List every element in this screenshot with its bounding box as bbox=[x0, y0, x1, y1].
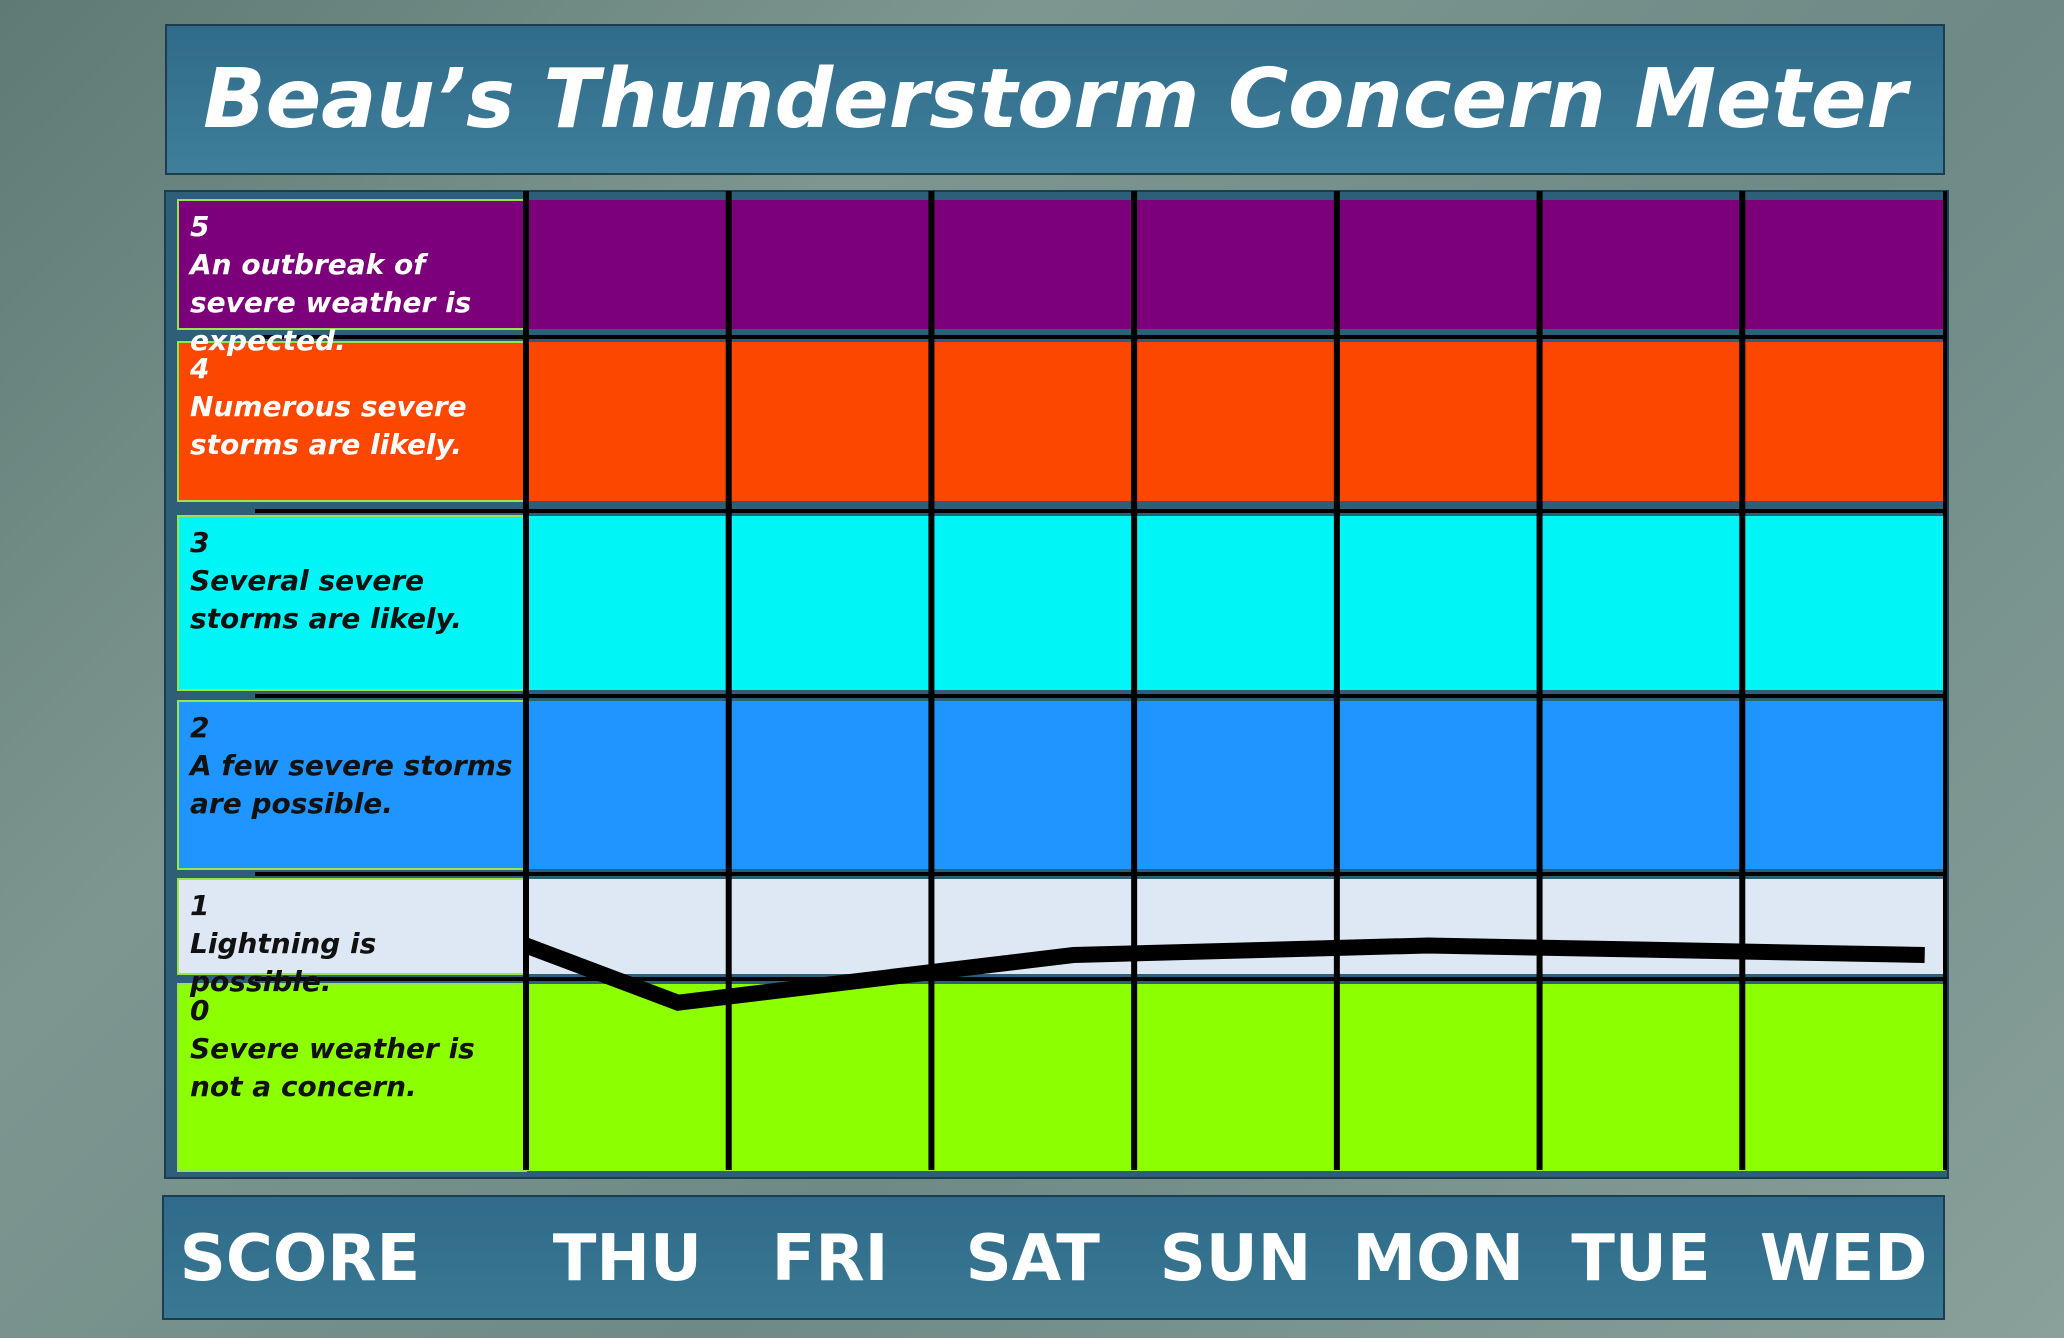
level-band bbox=[526, 516, 1945, 690]
x-tick-label: FRI bbox=[771, 1222, 889, 1296]
x-tick-label: SUN bbox=[1159, 1222, 1312, 1296]
x-tick-label: MON bbox=[1352, 1222, 1525, 1296]
level-band bbox=[526, 879, 1945, 974]
level-score: 5 bbox=[190, 210, 210, 243]
x-tick-label: SAT bbox=[965, 1222, 1100, 1296]
level-description: Several severe storms are likely. bbox=[190, 564, 462, 635]
level-label-cell bbox=[177, 700, 527, 870]
x-tick-label: THU bbox=[552, 1222, 702, 1296]
x-tick-label: WED bbox=[1759, 1222, 1928, 1296]
x-tick-label: TUE bbox=[1571, 1222, 1711, 1296]
level-label-cell bbox=[177, 199, 527, 330]
level-score: 4 bbox=[190, 352, 210, 385]
level-label-cell bbox=[177, 878, 527, 975]
level-description: Lightning is possible. bbox=[190, 927, 377, 998]
level-description: An outbreak of severe weather is expecte… bbox=[190, 248, 472, 357]
level-score: 3 bbox=[190, 526, 210, 559]
level-label-cell bbox=[177, 983, 527, 1172]
level-band bbox=[526, 342, 1945, 501]
score-label: SCORE bbox=[179, 1222, 421, 1296]
level-label-cell bbox=[177, 341, 527, 502]
concern-line bbox=[523, 937, 1925, 1011]
level-description: A few severe storms are possible. bbox=[190, 749, 513, 820]
level-band bbox=[526, 701, 1945, 869]
level-description: Severe weather is not a concern. bbox=[190, 1032, 475, 1103]
level-description: Numerous severe storms are likely. bbox=[190, 390, 467, 461]
chart-title: Beau’s Thunderstorm Concern Meter bbox=[203, 52, 1907, 147]
day-banner bbox=[162, 1195, 1945, 1320]
level-score: 1 bbox=[190, 889, 210, 922]
level-score: 2 bbox=[190, 711, 210, 744]
level-band bbox=[526, 984, 1945, 1171]
level-band bbox=[526, 200, 1945, 329]
title-banner: Beau’s Thunderstorm Concern Meter bbox=[165, 24, 1945, 175]
level-score: 0 bbox=[190, 994, 210, 1027]
level-label-cell bbox=[177, 515, 527, 691]
